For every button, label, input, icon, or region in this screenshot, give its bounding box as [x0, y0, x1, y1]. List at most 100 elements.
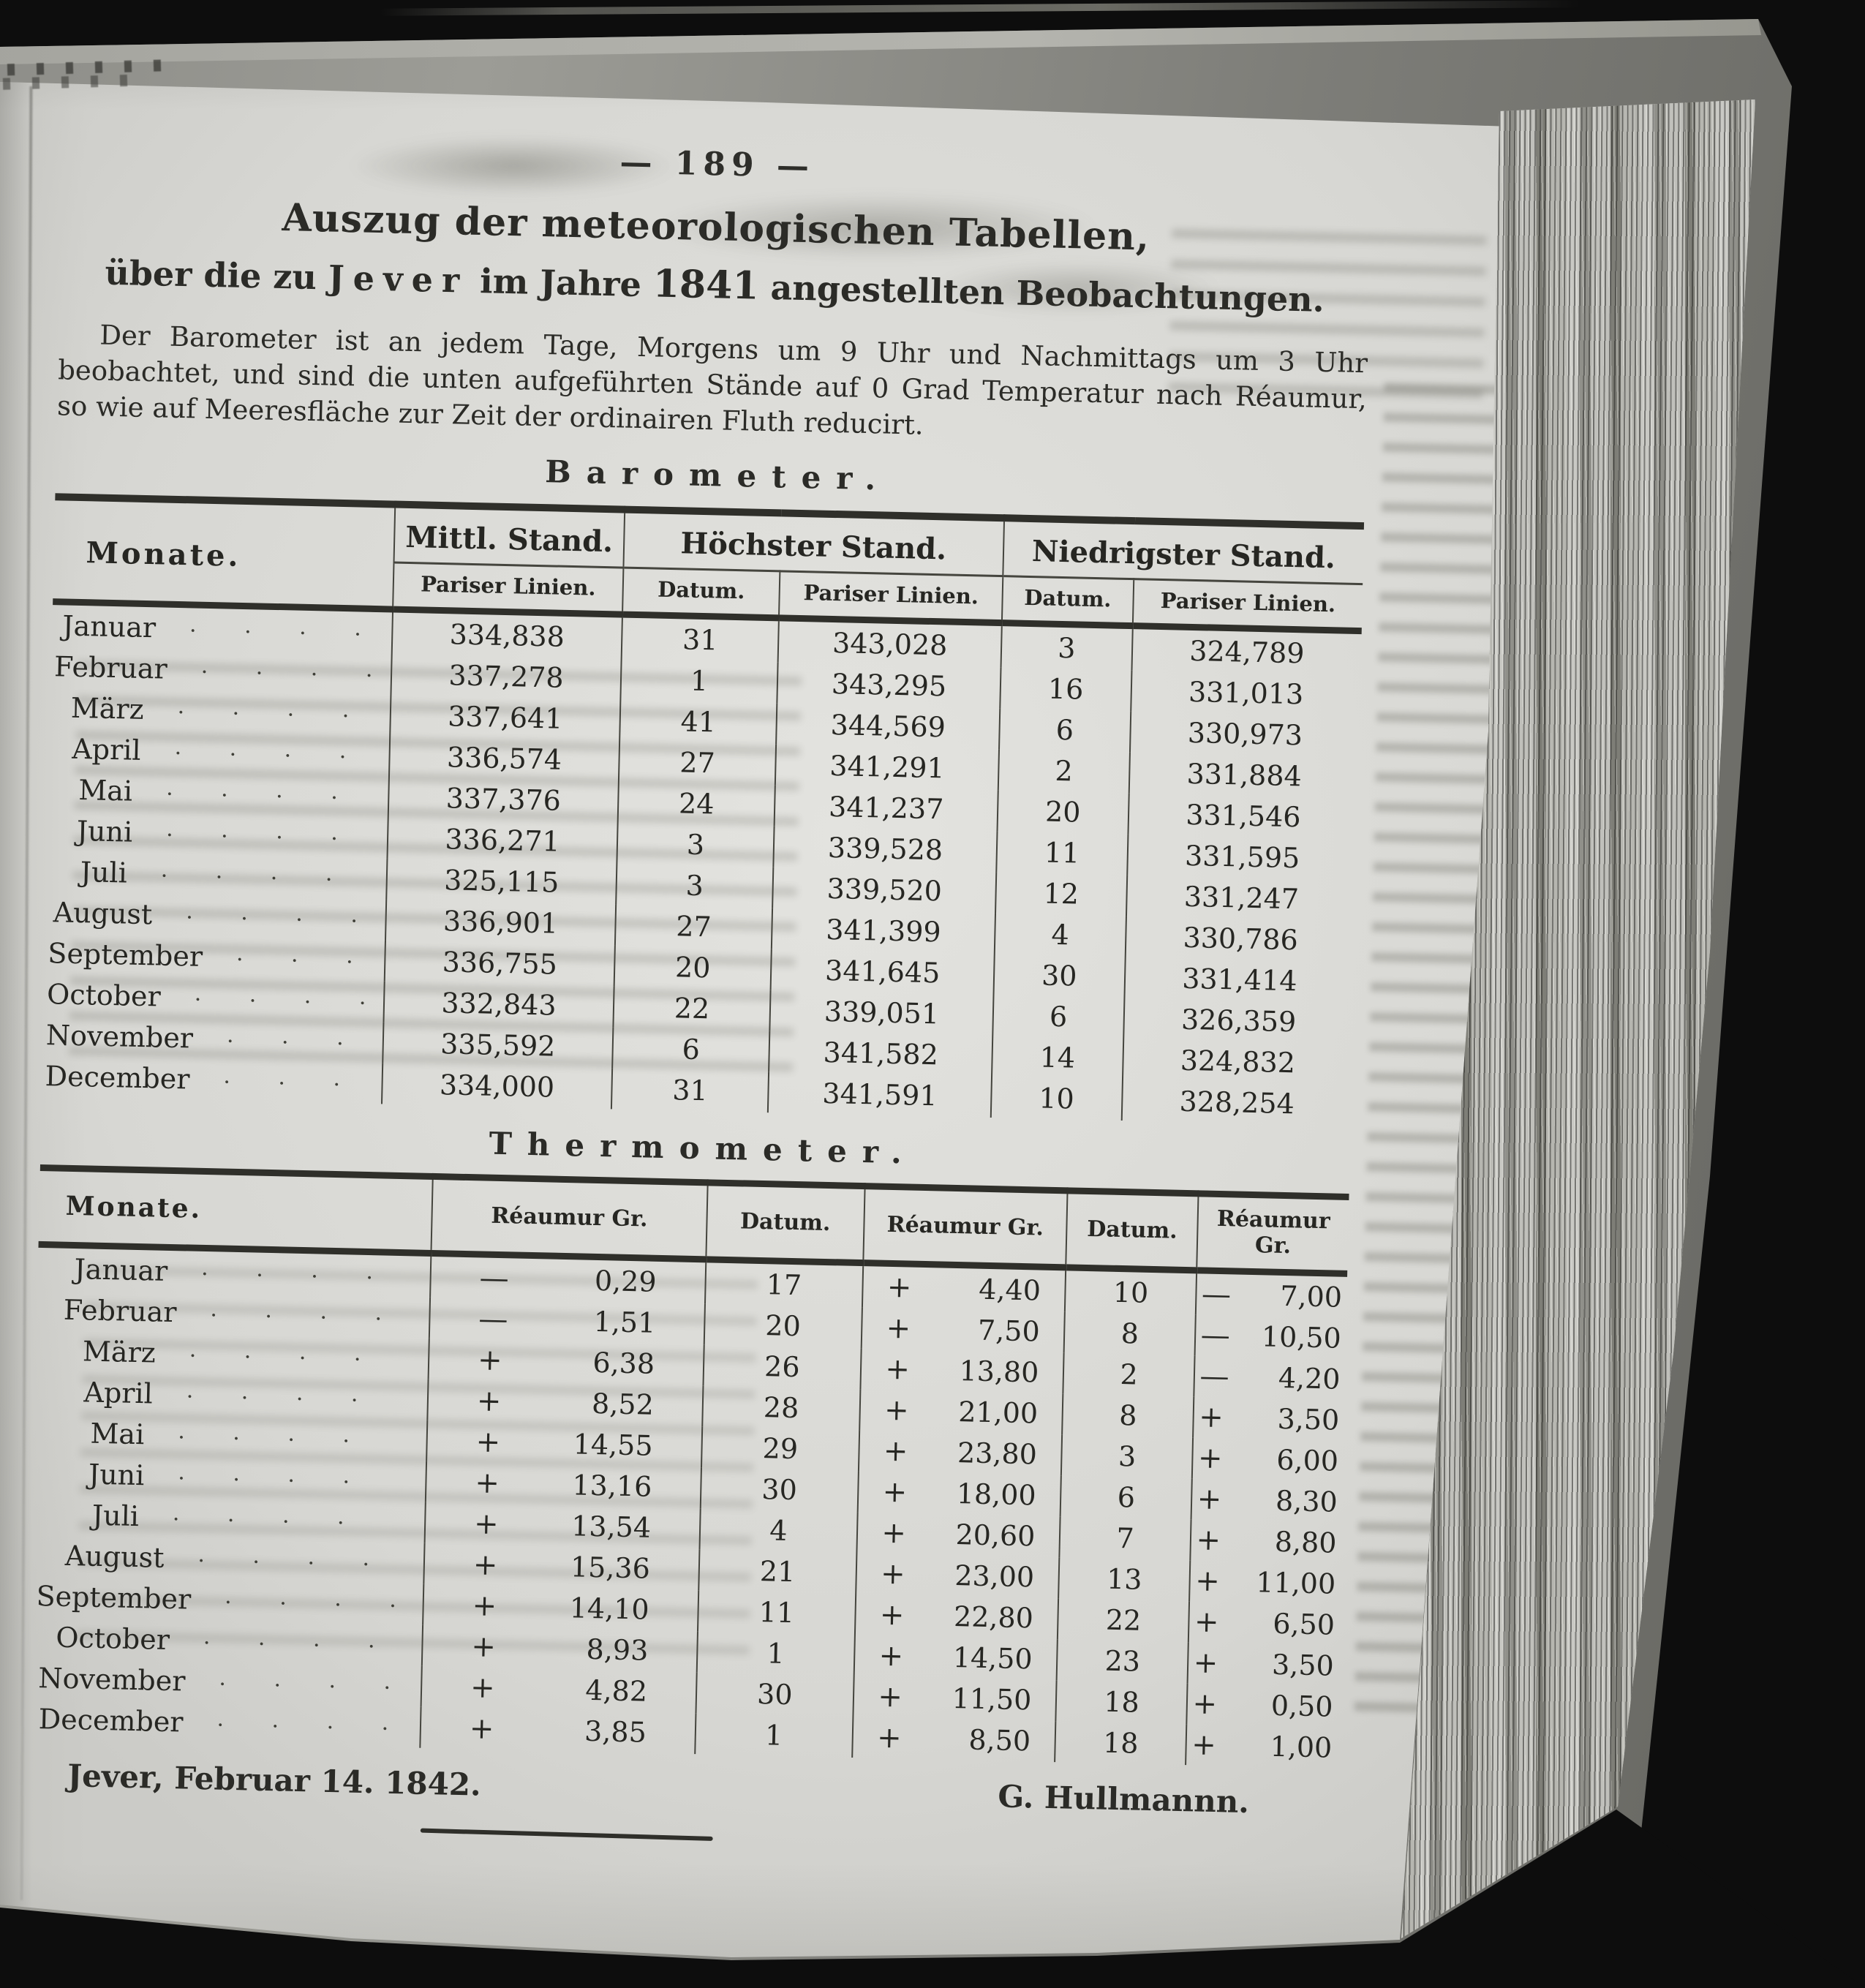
niedrigster-datum-cell: 14: [991, 1036, 1123, 1080]
hoechster-pariser-linien-cell: 339,520: [772, 867, 997, 914]
sign: +: [1194, 1564, 1221, 1599]
col-header-datum: Datum.: [1066, 1190, 1199, 1270]
sign: —: [479, 1261, 510, 1296]
end-rule: [420, 1828, 713, 1841]
month-cell: März: [50, 687, 391, 735]
max-reaumur-cell: +11,50: [853, 1675, 1057, 1722]
sign: +: [881, 1516, 907, 1551]
mittl-pariser-linien-cell: 337,278: [391, 653, 622, 700]
value: 14,55: [573, 1428, 654, 1462]
sign: +: [883, 1393, 910, 1428]
col-header-niedrigster-stand: Niedrigster Stand.: [1003, 518, 1364, 584]
max-reaumur-cell: +14,50: [854, 1634, 1058, 1681]
sign: +: [886, 1311, 911, 1346]
footer-place-date: Jever, Februar 14. 1842.: [67, 1758, 482, 1803]
niedrigster-datum-cell: 10: [990, 1076, 1123, 1121]
sign: +: [1197, 1482, 1222, 1517]
mittl-pariser-linien-cell: 337,641: [390, 694, 621, 741]
footer-signature: G. Hullmannn.: [997, 1778, 1250, 1821]
hoechster-datum-cell: 41: [619, 699, 777, 745]
min-reaumur-cell: — 4,20: [1194, 1355, 1346, 1400]
sign: +: [1193, 1646, 1218, 1681]
sign: +: [477, 1343, 503, 1378]
datum-cell: 6: [1060, 1475, 1192, 1520]
datum-cell: 18: [1055, 1680, 1188, 1725]
mittl-reaumur-cell: +13,16: [425, 1461, 701, 1509]
mittl-reaumur-cell: +6,38: [428, 1338, 704, 1386]
value: 0,29: [594, 1264, 658, 1298]
subtitle-pre: über die zu: [104, 252, 317, 298]
min-reaumur-cell: +6,00: [1191, 1437, 1344, 1482]
sign: —: [1201, 1277, 1232, 1312]
month-cell: Juni: [48, 810, 389, 858]
value: 3,50: [1271, 1648, 1335, 1682]
datum-cell: 18: [1055, 1721, 1187, 1766]
month-cell: Februar: [51, 646, 393, 694]
month-cell: Mai: [48, 769, 390, 817]
mittl-reaumur-cell: — 0,29: [430, 1253, 707, 1304]
mittl-pariser-linien-cell: 336,755: [385, 940, 615, 987]
month-cell: April: [49, 728, 391, 776]
mittl-pariser-linien-cell: 334,000: [382, 1063, 612, 1110]
hoechster-pariser-linien-cell: 341,291: [775, 744, 999, 791]
max-reaumur-cell: +22,80: [854, 1594, 1059, 1640]
niedrigster-datum-cell: 16: [1000, 667, 1132, 712]
value: 6,00: [1276, 1443, 1339, 1477]
value: 7,50: [977, 1314, 1041, 1348]
col-header-monate: Monate.: [38, 1167, 433, 1254]
hoechster-pariser-linien-cell: 339,051: [769, 990, 994, 1036]
mittl-pariser-linien-cell: 336,574: [389, 735, 619, 782]
value: 8,80: [1274, 1525, 1337, 1559]
value: 14,10: [569, 1592, 650, 1626]
subtitle-mid: im Jahre: [479, 261, 642, 305]
sign: +: [473, 1507, 500, 1542]
value: 4,40: [978, 1273, 1041, 1307]
hoechster-datum-cell: 20: [614, 945, 772, 990]
hoechster-pariser-linien-cell: 341,582: [769, 1031, 993, 1077]
value: 13,80: [959, 1355, 1039, 1389]
col-subheader-datum: Datum.: [1001, 576, 1134, 626]
datum-cell: 28: [702, 1385, 861, 1431]
subtitle-post: angestellten Beobachtungen.: [769, 267, 1325, 320]
col-header-hoechster-stand: Höchster Stand.: [623, 509, 1004, 576]
month-cell: Januar: [52, 602, 393, 654]
month-cell: October: [44, 974, 385, 1022]
sign: —: [478, 1302, 508, 1337]
page-content: — 189 — Auszug der meteorologischen Tabe…: [26, 84, 1374, 1853]
value: 14,50: [952, 1641, 1033, 1676]
mittl-reaumur-cell: +8,93: [421, 1624, 698, 1673]
niedrigster-pariser-linien-cell: 331,414: [1124, 957, 1355, 1004]
min-reaumur-cell: — 10,50: [1194, 1314, 1346, 1359]
niedrigster-datum-cell: 3: [1001, 622, 1133, 671]
value: 18,00: [956, 1477, 1037, 1512]
value: 11,00: [1255, 1566, 1336, 1600]
intro-paragraph: Der Barometer ist an jedem Tage, Morgens…: [57, 316, 1368, 453]
min-reaumur-cell: +3,50: [1187, 1642, 1339, 1687]
datum-cell: 22: [1057, 1598, 1190, 1643]
value: 3,85: [584, 1714, 647, 1749]
hoechster-pariser-linien-cell: 339,528: [773, 826, 998, 873]
min-reaumur-cell: +1,00: [1186, 1724, 1338, 1769]
hoechster-datum-cell: 22: [613, 986, 772, 1031]
datum-cell: 29: [701, 1426, 859, 1472]
datum-cell: 10: [1064, 1267, 1197, 1315]
col-subheader-datum: Datum.: [622, 568, 780, 618]
value: 4,82: [584, 1673, 648, 1708]
max-reaumur-cell: +23,80: [858, 1430, 1063, 1476]
hoechster-pariser-linien-cell: 343,295: [777, 662, 1001, 709]
mittl-reaumur-cell: — 1,51: [429, 1297, 705, 1345]
month-cell: August: [45, 892, 387, 940]
mittl-reaumur-cell: +14,55: [426, 1420, 703, 1468]
hoechster-pariser-linien-cell: 341,645: [771, 949, 995, 995]
datum-cell: 26: [703, 1344, 862, 1390]
sign: +: [469, 1712, 494, 1747]
max-reaumur-cell: +8,50: [851, 1716, 1056, 1763]
col-header-mittl-stand: Mittl. Stand.: [393, 504, 625, 568]
sign: +: [476, 1384, 502, 1419]
barometer-table: Monate. Mittl. Stand. Höchster Stand. Ni…: [42, 493, 1365, 1126]
mittl-reaumur-cell: +4,82: [421, 1665, 697, 1714]
value: 23,80: [957, 1437, 1038, 1471]
niedrigster-datum-cell: 12: [995, 872, 1127, 916]
mittl-pariser-linien-cell: 336,271: [387, 817, 618, 864]
